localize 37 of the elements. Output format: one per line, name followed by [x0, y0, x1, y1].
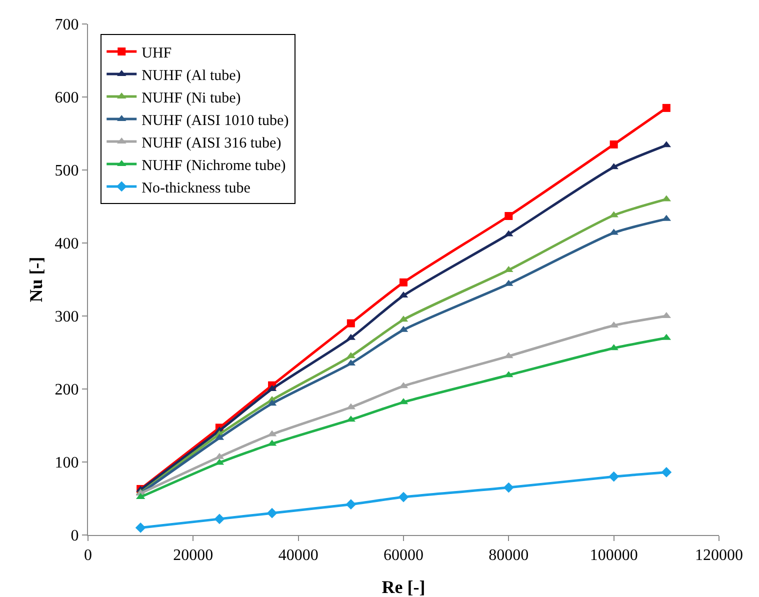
legend-label: UHF	[142, 45, 172, 62]
x-tick-label: 80000	[488, 547, 529, 564]
legend-label: NUHF (AISI 1010 tube)	[142, 112, 289, 129]
point	[504, 212, 513, 220]
y-tick-label: 500	[54, 162, 79, 180]
y-tick-label: 700	[54, 16, 79, 34]
y-tick-label: 600	[54, 90, 79, 107]
x-tick-label: 0	[84, 547, 92, 564]
legend-label: NUHF (Al tube)	[142, 68, 241, 84]
point	[400, 278, 408, 286]
x-axis-title: Re [-]	[382, 577, 426, 597]
y-tick-label: 0	[70, 528, 79, 545]
x-tick-label: 20000	[173, 547, 214, 564]
legend-label: NUHF (AISI 316 tube)	[142, 135, 282, 152]
y-tick-label: 300	[54, 308, 79, 326]
x-tick-label: 60000	[384, 547, 424, 564]
point	[266, 508, 278, 518]
x-tick-label: 120000	[695, 547, 743, 564]
y-axis-title: Nu [-]	[26, 256, 46, 302]
point	[398, 492, 409, 502]
point	[346, 319, 355, 328]
legend-label: No-thickness tube	[142, 180, 251, 196]
point	[346, 499, 356, 510]
point	[610, 140, 618, 148]
point	[214, 514, 225, 524]
legend-label: NUHF (Ni tube)	[142, 90, 241, 106]
point	[662, 104, 670, 112]
point	[135, 522, 146, 533]
legend-label: NUHF (Nichrome tube)	[142, 158, 286, 174]
x-tick-label: 40000	[278, 547, 318, 564]
y-tick-label: 200	[54, 382, 79, 399]
y-tick-label: 400	[54, 236, 79, 253]
y-tick-label: 100	[54, 454, 79, 472]
x-tick-label: 100000	[590, 547, 638, 564]
point	[503, 482, 514, 493]
point	[608, 471, 620, 482]
point	[661, 467, 672, 478]
